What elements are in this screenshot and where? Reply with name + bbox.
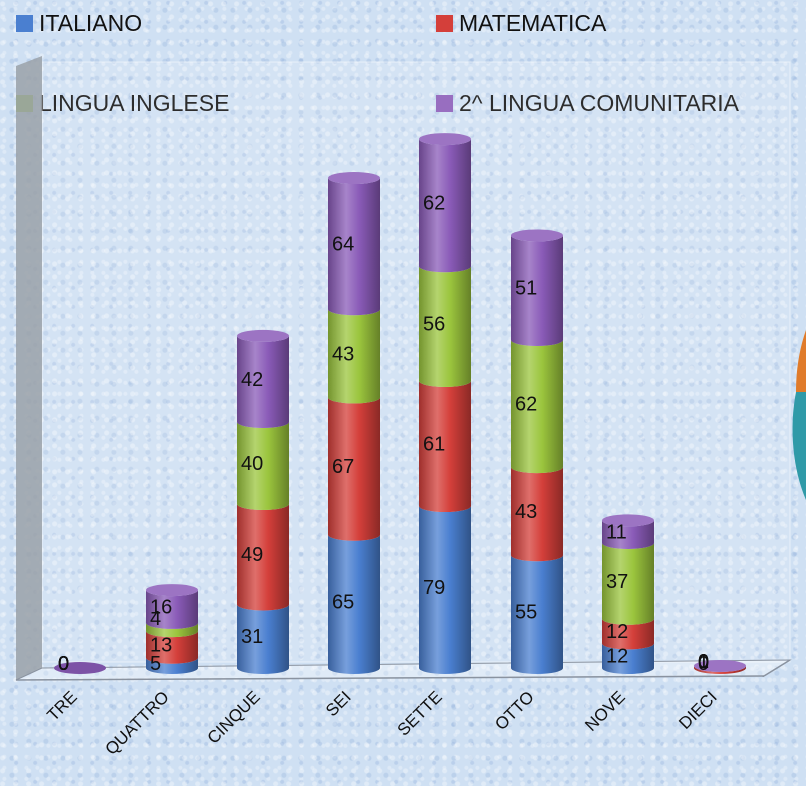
data-label-quattro-lingua-inglese: 4 — [150, 608, 161, 630]
x-tick-label-quattro: QUATTRO — [102, 687, 173, 758]
x-tick-label-otto: OTTO — [491, 687, 538, 734]
data-label-sette-matematica: 61 — [423, 434, 445, 456]
bar-quattro-2-lingua-comunitaria — [146, 590, 198, 629]
data-label-cinque-italiano: 31 — [241, 626, 263, 648]
data-label-quattro-2-lingua-comunitaria: 16 — [150, 597, 172, 619]
bar-sei-italiano — [328, 534, 380, 674]
bar-sette-lingua-inglese — [419, 266, 471, 387]
chart-left-wall — [16, 56, 42, 680]
legend-swatch-italiano — [16, 15, 33, 32]
data-label-otto-2-lingua-comunitaria: 51 — [515, 278, 537, 300]
data-label-sette-italiano: 79 — [423, 577, 445, 599]
data-label-nove-lingua-inglese: 37 — [606, 571, 628, 593]
x-tick-label-nove: NOVE — [581, 687, 629, 735]
legend-label-italiano: ITALIANO — [39, 10, 143, 36]
bar-quattro-matematica — [146, 631, 198, 664]
data-label-quattro-italiano: 5 — [150, 653, 161, 675]
bar-sei-matematica — [328, 397, 380, 541]
legend-item-seconda-lingua: 2^ LINGUA COMUNITARIA — [436, 90, 739, 117]
bar-nove-2-lingua-comunitaria — [602, 520, 654, 549]
bar-otto-italiano — [511, 555, 563, 674]
data-label-nove-2-lingua-comunitaria: 11 — [606, 522, 627, 544]
data-label-cinque-2-lingua-comunitaria: 42 — [241, 369, 263, 391]
data-label-nove-italiano: 12 — [606, 646, 628, 668]
data-label-otto-italiano: 55 — [515, 602, 537, 624]
bar-quattro-italiano — [146, 657, 198, 674]
bar-nove-italiano — [602, 643, 654, 674]
bar-cinque-2-lingua-comunitaria — [237, 335, 289, 428]
data-label-sette-2-lingua-comunitaria: 62 — [423, 193, 445, 215]
bar-cap-sei — [328, 172, 380, 185]
data-label-dieci-2-lingua-comunitaria: 0 — [698, 651, 709, 673]
x-axis-line — [15, 675, 765, 681]
data-label-tre-2-lingua-comunitaria: 0 — [58, 653, 69, 675]
bar-otto-2-lingua-comunitaria — [511, 235, 563, 346]
bar-cap-sette — [419, 133, 471, 146]
legend-item-italiano: ITALIANO — [16, 10, 142, 37]
bar-sette-2-lingua-comunitaria — [419, 139, 471, 273]
legend-swatch-matematica — [436, 15, 453, 32]
bar-cinque-italiano — [237, 604, 289, 674]
bar-cap-dieci — [694, 659, 746, 672]
x-tick-label-sette: SETTE — [394, 687, 446, 739]
data-label-cinque-lingua-inglese: 40 — [241, 453, 263, 475]
data-label-dieci-matematica: 1 — [698, 651, 709, 673]
bar-dieci-matematica — [694, 665, 746, 674]
x-tick-label-cinque: CINQUE — [204, 687, 264, 747]
x-tick-label-sei: SEI — [322, 687, 355, 720]
bar-nove-lingua-inglese — [602, 542, 654, 625]
data-label-tre-italiano: 0 — [58, 653, 69, 675]
data-label-sei-matematica: 67 — [332, 456, 354, 478]
bar-otto-matematica — [511, 467, 563, 562]
data-label-sei-lingua-inglese: 43 — [332, 343, 354, 365]
data-label-nove-matematica: 12 — [606, 621, 628, 643]
data-label-quattro-matematica: 13 — [150, 634, 172, 656]
data-label-tre-lingua-inglese: 0 — [58, 653, 69, 675]
bar-nove-matematica — [602, 618, 654, 650]
data-label-sette-lingua-inglese: 56 — [423, 314, 445, 336]
bar-sette-italiano — [419, 506, 471, 674]
bar-sei-lingua-inglese — [328, 309, 380, 404]
x-tick-label-dieci: DIECI — [675, 687, 720, 732]
bar-otto-lingua-inglese — [511, 340, 563, 474]
data-label-sei-italiano: 65 — [332, 591, 354, 613]
bar-cinque-lingua-inglese — [237, 422, 289, 510]
bar-cap-quattro — [146, 584, 198, 597]
data-label-dieci-lingua-inglese: 0 — [698, 651, 709, 673]
bar-cap-otto — [511, 229, 563, 242]
data-label-sei-2-lingua-comunitaria: 64 — [332, 234, 354, 256]
legend-swatch-seconda-lingua — [436, 95, 453, 112]
data-label-otto-lingua-inglese: 62 — [515, 394, 537, 416]
bar-quattro-lingua-inglese — [146, 622, 198, 638]
bar-sette-matematica — [419, 381, 471, 513]
data-label-tre-matematica: 0 — [58, 653, 69, 675]
x-tick-label-tre: TRE — [43, 687, 80, 724]
data-label-dieci-italiano: 0 — [698, 653, 709, 675]
legend-label-seconda-lingua: 2^ LINGUA COMUNITARIA — [459, 90, 739, 117]
legend-item-matematica: MATEMATICA — [436, 10, 606, 37]
legend-label-lingua-inglese: LINGUA INGLESE — [39, 90, 229, 117]
bar-cap-tre — [54, 662, 106, 674]
x-axis-back-line — [763, 659, 791, 677]
bar-cinque-matematica — [237, 504, 289, 611]
bar-cap-nove — [602, 514, 654, 527]
data-label-otto-matematica: 43 — [515, 501, 537, 523]
chart-back-wall — [41, 61, 791, 663]
data-label-cinque-matematica: 49 — [241, 544, 263, 566]
bar-sei-2-lingua-comunitaria — [328, 178, 380, 316]
legend-label-matematica: MATEMATICA — [459, 10, 607, 36]
bar-cap-cinque — [237, 329, 289, 342]
